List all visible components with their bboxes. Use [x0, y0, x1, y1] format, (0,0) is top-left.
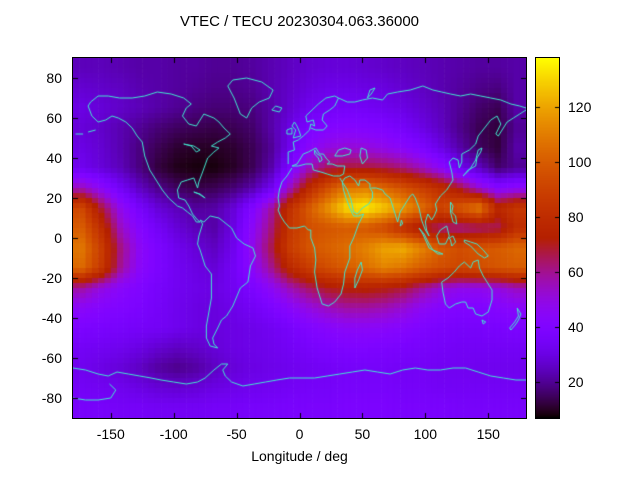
x-axis-label: Longitude / deg	[251, 448, 348, 464]
colorbar-tick-label: 40	[568, 319, 584, 336]
y-tick-label: -60	[41, 350, 62, 366]
x-tick-label: -100	[159, 426, 188, 442]
x-tick-label: -50	[226, 426, 247, 442]
colorbar	[535, 57, 560, 419]
x-tick-label: 50	[354, 426, 371, 442]
x-tick-label: 0	[295, 426, 304, 442]
y-tick-label: 40	[46, 150, 62, 166]
plot-area	[72, 57, 527, 419]
colorbar-tick-label: 80	[568, 209, 584, 226]
y-tick-label: 0	[54, 230, 62, 246]
y-tick-label: 80	[46, 70, 62, 86]
y-tick-label: -40	[41, 310, 62, 326]
y-tick-label: -80	[41, 390, 62, 406]
y-tick-label: 20	[46, 190, 62, 206]
colorbar-tick-label: 100	[568, 154, 592, 171]
colorbar-tick-label: 60	[568, 264, 584, 281]
x-tick-label: 150	[476, 426, 500, 442]
y-tick-label: 60	[46, 110, 62, 126]
colorbar-tick-label: 20	[568, 374, 584, 391]
x-tick-label: -150	[96, 426, 125, 442]
chart-title: VTEC / TECU 20230304.063.36000	[179, 13, 420, 30]
x-tick-label: 100	[413, 426, 438, 442]
colorbar-tick-label: 120	[568, 99, 592, 116]
heatmap-canvas	[73, 58, 526, 418]
y-tick-label: -20	[41, 270, 62, 286]
colorbar-canvas	[536, 58, 559, 418]
